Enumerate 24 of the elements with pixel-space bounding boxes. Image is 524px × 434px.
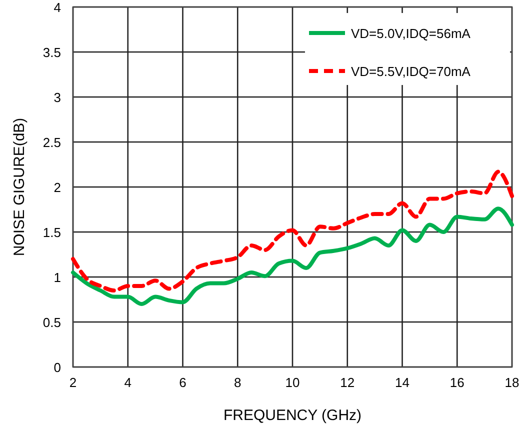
y-tick-label: 0.5 [42, 315, 61, 330]
x-tick-label: 8 [234, 375, 242, 390]
y-tick-label: 1 [54, 270, 61, 285]
y-tick-label: 4 [54, 0, 61, 15]
x-axis-title: FREQUENCY (GHz) [223, 407, 362, 424]
legend-label: VD=5.0V,IDQ=56mA [351, 26, 471, 41]
x-tick-label: 4 [124, 375, 132, 390]
y-tick-label: 2.5 [42, 135, 61, 150]
x-tick-label: 16 [450, 375, 464, 390]
y-axis-title: NOISE GIGURE(dB) [11, 118, 28, 256]
y-tick-label: 3.5 [42, 45, 61, 60]
y-tick-label: 2 [54, 180, 61, 195]
x-tick-label: 14 [395, 375, 410, 390]
line-series [71, 206, 514, 306]
x-tick-label: 18 [504, 375, 520, 390]
x-tick-label: 12 [340, 375, 355, 390]
x-tick-label: 6 [179, 375, 186, 390]
x-tick-label: 10 [285, 375, 300, 390]
line-series [71, 170, 514, 292]
legend-label: VD=5.5V,IDQ=70mA [351, 64, 471, 79]
y-tick-label: 0 [54, 360, 61, 375]
y-tick-label: 3 [54, 90, 61, 105]
y-tick-label: 1.5 [42, 225, 61, 240]
x-tick-label: 2 [69, 375, 77, 390]
